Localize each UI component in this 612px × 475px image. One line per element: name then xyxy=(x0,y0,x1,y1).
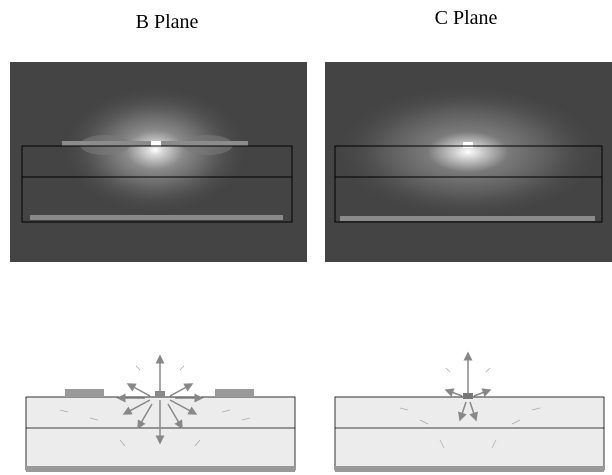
figure: B Plane C Plane xyxy=(0,0,612,475)
vector-map-c xyxy=(335,353,604,472)
panel-title: C Plane xyxy=(435,7,498,29)
vector-map-b xyxy=(26,356,295,472)
panel-title: B Plane xyxy=(136,11,199,33)
field-map-c xyxy=(325,62,612,262)
field-map-b xyxy=(10,62,307,262)
